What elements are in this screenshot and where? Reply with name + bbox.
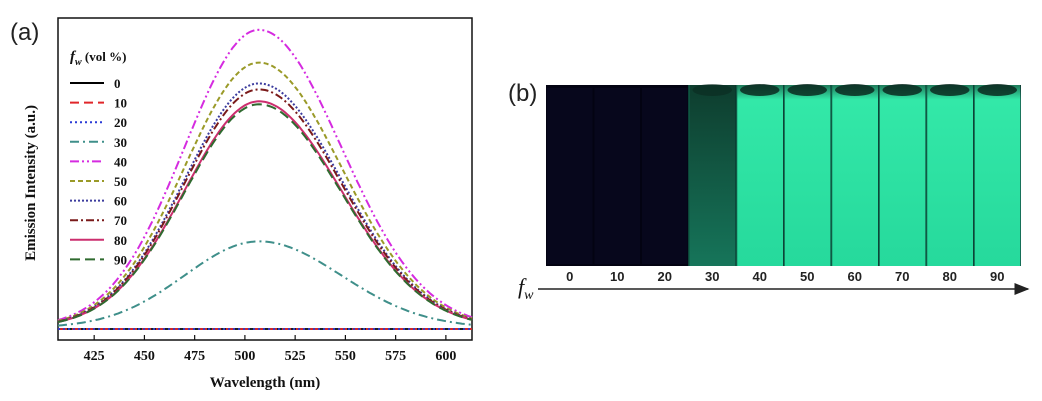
fw-axis-label: fw [518,274,534,303]
emission-chart: 425 450 475 500 525 550 575 600 Wavelength (nm)… [23,17,473,391]
vial-meniscus [692,84,732,96]
panel-a-label: (a) [10,19,39,46]
vial-0 [547,88,593,264]
legend-label-10: 10 [114,96,127,111]
vial-30 [689,85,736,266]
vial-label-30: 30 [705,269,719,284]
panel-b-label: (b) [508,80,537,107]
legend-label-50: 50 [114,174,127,189]
vial-label-80: 80 [943,269,957,284]
label-strip [546,266,1021,290]
vial-meniscus [977,84,1017,96]
series-line-90 [57,103,473,323]
vial-meniscus [740,84,780,96]
y-axis-title: Emission Intensity (a.u.) [23,105,39,261]
vial-40 [736,85,783,266]
vial-label-60: 60 [848,269,862,284]
vial-80 [926,85,973,266]
x-tick-label: 475 [184,349,205,364]
vial-meniscus [787,84,827,96]
x-tick-label: 425 [84,349,105,364]
vial-10 [594,88,640,264]
legend-label-70: 70 [114,213,127,228]
vial-label-40: 40 [753,269,767,284]
vial-90 [974,85,1021,266]
series-line-60 [57,82,473,323]
vial-label-50: 50 [800,269,814,284]
legend-label-20: 20 [114,115,127,130]
vial-meniscus [882,84,922,96]
x-axis-title: Wavelength (nm) [210,375,320,391]
x-tick-label: 500 [234,349,255,364]
vial-20 [642,88,688,264]
legend: fw (vol %) 0 10 20 30 40 50 60 70 80 90 [70,49,127,267]
vials-photo [546,84,1021,266]
x-tick-label: 450 [134,349,155,364]
vial-50 [784,85,831,266]
x-tick-label: 525 [285,349,306,364]
legend-label-90: 90 [114,252,127,267]
x-axis-ticks: 425 450 475 500 525 550 575 600 [84,335,456,364]
vial-label-10: 10 [610,269,624,284]
legend-label-80: 80 [114,233,127,248]
vial-meniscus [835,84,875,96]
vial-labels: 0 10 20 30 40 50 60 70 80 90 [566,269,1004,284]
legend-label-0: 0 [114,76,121,91]
series-line-30 [57,240,473,327]
vial-label-90: 90 [990,269,1004,284]
vial-label-0: 0 [566,269,573,284]
legend-title: fw (vol %) [70,49,126,68]
vial-label-70: 70 [895,269,909,284]
vial-label-20: 20 [658,269,672,284]
x-tick-label: 600 [435,349,456,364]
vial-60 [831,85,878,266]
vial-meniscus [930,84,970,96]
x-tick-label: 575 [385,349,406,364]
legend-label-30: 30 [114,135,127,150]
series-line-50 [57,61,473,322]
legend-label-40: 40 [114,154,127,169]
series-curves [57,28,473,330]
legend-label-60: 60 [114,194,127,209]
vial-70 [879,85,926,266]
series-line-40 [57,28,473,322]
series-line-70 [57,88,473,323]
plot-frame [57,17,473,341]
x-tick-label: 550 [335,349,356,364]
